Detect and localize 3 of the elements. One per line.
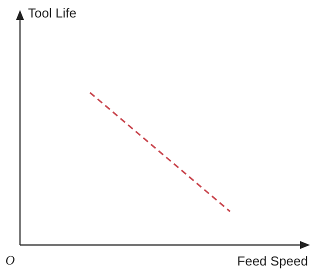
text: O [5,252,16,268]
text: Tool Life [28,6,76,21]
x-axis-title: Feed Speed [237,254,308,269]
